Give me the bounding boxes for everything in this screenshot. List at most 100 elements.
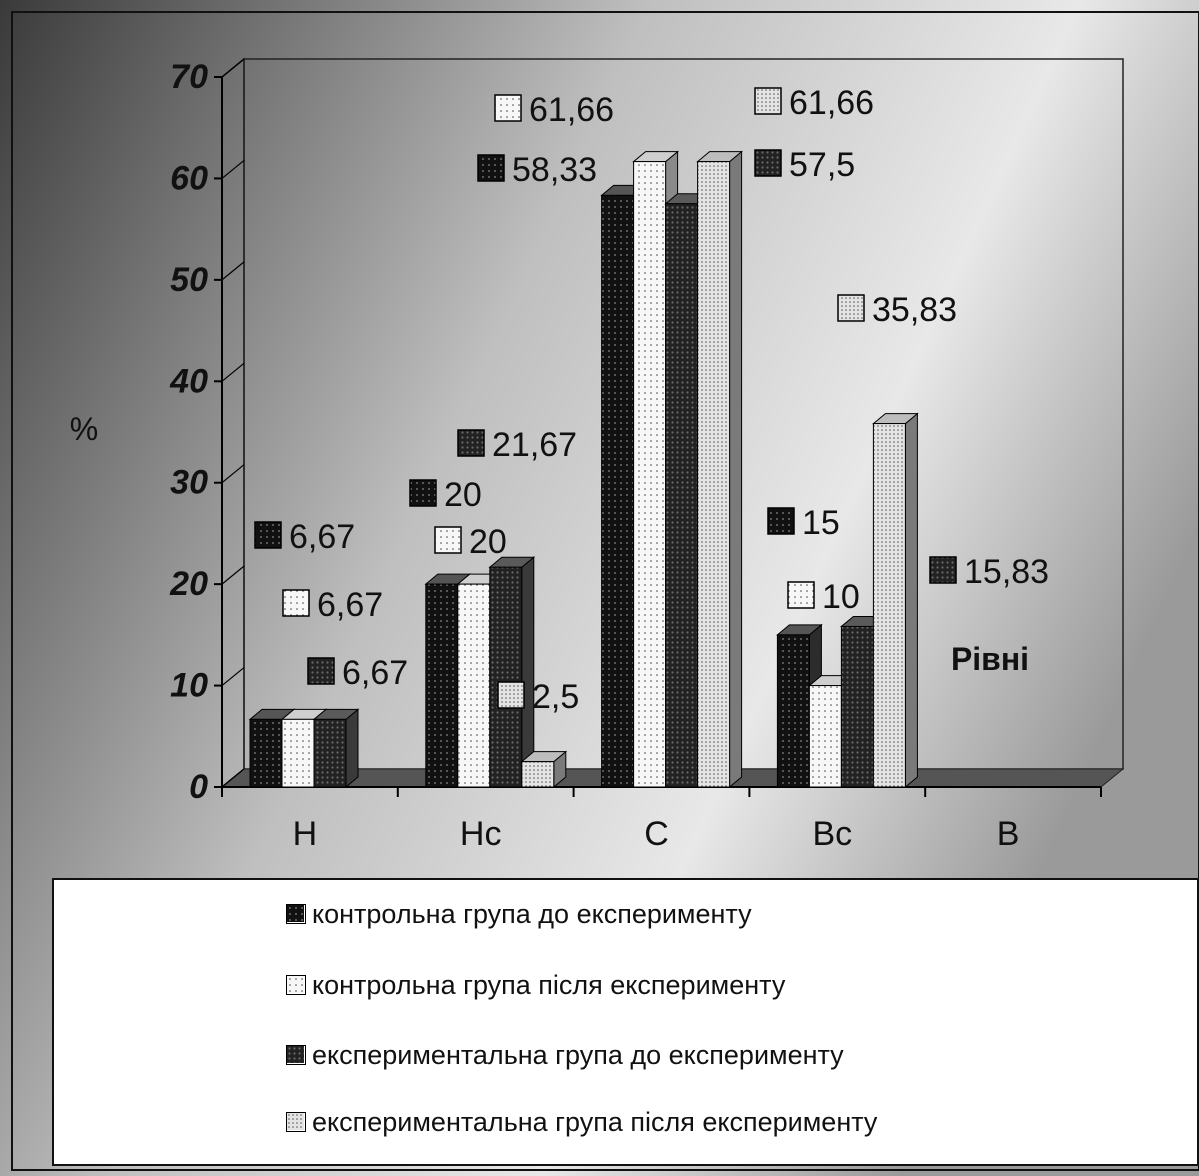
data-label-key: [754, 87, 782, 115]
x-tick-label: Н: [293, 815, 318, 853]
data-label-key: [457, 429, 485, 457]
data-label-text: 15,83: [964, 553, 1049, 591]
x-tick-label: В: [997, 815, 1020, 853]
data-label: 61,66: [494, 91, 614, 129]
data-label-text: 6,67: [289, 518, 355, 556]
data-label: 57,5: [754, 146, 855, 184]
bar-front: [313, 718, 347, 788]
data-label-text: 6,67: [342, 654, 408, 692]
y-tick-depth-line: [221, 261, 245, 281]
bar-front: [249, 718, 283, 788]
y-tick-label: 70: [170, 58, 208, 96]
data-label-key: [282, 589, 310, 617]
bar: [696, 150, 743, 789]
bar-front: [489, 566, 523, 788]
data-label-key: [254, 521, 282, 549]
data-label-key: [497, 681, 525, 709]
data-label: 2,5: [497, 678, 579, 716]
y-tick-label: 0: [189, 768, 208, 806]
data-label-text: 2,5: [532, 678, 579, 716]
bar-side: [345, 708, 359, 789]
data-label-key: [787, 581, 815, 609]
bar-front: [425, 583, 459, 788]
x-tick-label: С: [644, 815, 669, 853]
data-label: 20: [434, 523, 507, 561]
bar-front: [281, 718, 315, 788]
data-label-key: [754, 149, 782, 177]
y-tick-depth-line: [221, 362, 245, 382]
y-tick-depth-line: [221, 768, 245, 788]
data-label-key: [494, 94, 522, 122]
x-axis-label: Рівні: [951, 641, 1029, 677]
y-tick-depth-line: [221, 58, 245, 78]
y-tick-depth-line: [221, 464, 245, 484]
data-label-text: 10: [822, 578, 860, 616]
data-label: 6,67: [307, 654, 408, 692]
bar-front: [872, 423, 906, 788]
data-label: 21,67: [457, 426, 577, 464]
y-tick-label: 40: [169, 362, 208, 400]
bar-front: [457, 583, 491, 788]
data-label-text: 20: [444, 476, 482, 514]
y-tick-label: 10: [170, 667, 208, 705]
bar-front: [665, 203, 699, 788]
x-tick-label: Нс: [460, 815, 502, 853]
bar-side: [904, 412, 918, 789]
data-label-text: 35,83: [872, 291, 957, 329]
data-label: 58,33: [477, 151, 597, 189]
data-label: 6,67: [282, 586, 383, 624]
y-tick-label: 30: [170, 464, 208, 502]
data-label-key: [767, 507, 795, 535]
bar: [872, 412, 919, 789]
data-label-text: 15: [802, 504, 840, 542]
y-tick-label: 50: [170, 261, 208, 299]
data-label-text: 58,33: [512, 151, 597, 189]
data-label-key: [409, 479, 437, 507]
bar-front: [697, 161, 731, 788]
data-label: 15: [767, 504, 840, 542]
bar: [312, 708, 360, 789]
data-label-text: 57,5: [789, 146, 855, 184]
data-label-key: [434, 526, 462, 554]
legend-label: експериментальна група після експеримент…: [312, 1106, 878, 1137]
data-label: 35,83: [837, 291, 957, 329]
legend-item-control-before: контрольна група до експерименту: [286, 894, 752, 934]
data-label-key: [837, 294, 865, 322]
legend-swatch: [286, 1112, 306, 1132]
legend-label: контрольна група до експерименту: [312, 898, 752, 929]
data-label-text: 61,66: [529, 91, 614, 129]
bar-front: [601, 194, 635, 788]
legend-swatch: [286, 1045, 306, 1065]
bar-side: [729, 150, 743, 789]
legend-label: експериментальна група до експерименту: [312, 1039, 844, 1070]
data-label: 15,83: [929, 553, 1049, 591]
bar: [520, 750, 568, 789]
y-tick-depth-line: [221, 565, 245, 585]
y-tick-label: 60: [170, 159, 208, 197]
legend-item-experimental-after: експериментальна група після експеримент…: [286, 1102, 877, 1142]
data-label-text: 21,67: [492, 426, 577, 464]
x-tick-label: Вс: [812, 815, 852, 853]
data-label: 6,67: [254, 518, 355, 556]
bar-front: [633, 161, 667, 788]
y-tick-label: 20: [169, 565, 208, 603]
data-label-text: 6,67: [317, 586, 383, 624]
legend-swatch: [286, 975, 306, 995]
legend-item-control-after: контрольна група після експерименту: [286, 965, 785, 1005]
chart-outer-border: [11, 11, 1199, 1171]
legend-swatch: [286, 904, 306, 924]
bar-front: [840, 625, 874, 788]
y-axis-label: %: [70, 411, 98, 447]
data-label-text: 20: [469, 523, 507, 561]
bar: [488, 556, 536, 789]
data-label: 10: [787, 578, 860, 616]
y-tick-depth-line: [221, 667, 245, 687]
bar-front: [808, 685, 842, 788]
data-label-key: [929, 556, 957, 584]
data-label-text: 61,66: [789, 84, 874, 122]
data-label-key: [477, 154, 505, 182]
legend-label: контрольна група після експерименту: [312, 969, 786, 1000]
legend: контрольна група до експерименту контрол…: [52, 878, 1199, 1166]
data-label: 61,66: [754, 84, 874, 122]
